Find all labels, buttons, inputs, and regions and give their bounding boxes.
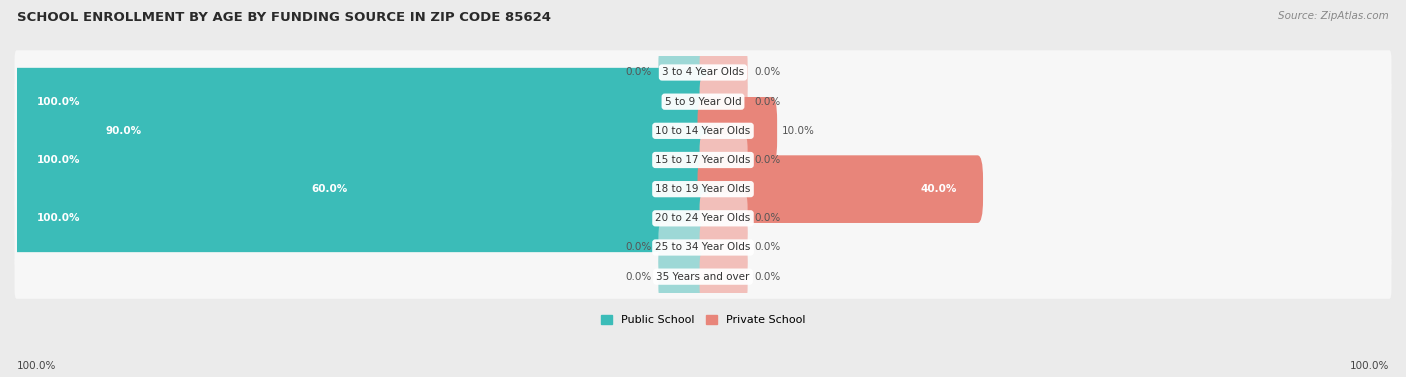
Text: 0.0%: 0.0%	[755, 242, 780, 253]
Legend: Public School, Private School: Public School, Private School	[596, 310, 810, 329]
Text: 18 to 19 Year Olds: 18 to 19 Year Olds	[655, 184, 751, 194]
Text: 100.0%: 100.0%	[37, 97, 80, 107]
Text: 0.0%: 0.0%	[755, 213, 780, 223]
FancyBboxPatch shape	[658, 48, 706, 98]
Text: 100.0%: 100.0%	[37, 155, 80, 165]
Text: 20 to 24 Year Olds: 20 to 24 Year Olds	[655, 213, 751, 223]
FancyBboxPatch shape	[80, 97, 709, 165]
FancyBboxPatch shape	[700, 193, 748, 244]
FancyBboxPatch shape	[14, 254, 1392, 299]
Text: SCHOOL ENROLLMENT BY AGE BY FUNDING SOURCE IN ZIP CODE 85624: SCHOOL ENROLLMENT BY AGE BY FUNDING SOUR…	[17, 11, 551, 24]
Text: 3 to 4 Year Olds: 3 to 4 Year Olds	[662, 67, 744, 78]
Text: 25 to 34 Year Olds: 25 to 34 Year Olds	[655, 242, 751, 253]
FancyBboxPatch shape	[700, 135, 748, 185]
FancyBboxPatch shape	[14, 167, 1392, 211]
Text: 0.0%: 0.0%	[755, 272, 780, 282]
Text: 60.0%: 60.0%	[312, 184, 349, 194]
FancyBboxPatch shape	[14, 138, 1392, 182]
FancyBboxPatch shape	[697, 97, 778, 165]
Text: 100.0%: 100.0%	[37, 213, 80, 223]
Text: 10.0%: 10.0%	[782, 126, 815, 136]
FancyBboxPatch shape	[14, 109, 1392, 153]
FancyBboxPatch shape	[11, 184, 709, 252]
Text: 0.0%: 0.0%	[755, 67, 780, 78]
FancyBboxPatch shape	[14, 225, 1392, 270]
Text: 40.0%: 40.0%	[921, 184, 957, 194]
Text: Source: ZipAtlas.com: Source: ZipAtlas.com	[1278, 11, 1389, 21]
Text: 90.0%: 90.0%	[105, 126, 142, 136]
Text: 100.0%: 100.0%	[17, 361, 56, 371]
FancyBboxPatch shape	[658, 222, 706, 273]
FancyBboxPatch shape	[697, 155, 983, 223]
FancyBboxPatch shape	[11, 68, 709, 135]
Text: 15 to 17 Year Olds: 15 to 17 Year Olds	[655, 155, 751, 165]
Text: 0.0%: 0.0%	[626, 242, 651, 253]
Text: 10 to 14 Year Olds: 10 to 14 Year Olds	[655, 126, 751, 136]
Text: 0.0%: 0.0%	[626, 67, 651, 78]
FancyBboxPatch shape	[14, 80, 1392, 124]
Text: 100.0%: 100.0%	[1350, 361, 1389, 371]
FancyBboxPatch shape	[14, 196, 1392, 241]
Text: 35 Years and over: 35 Years and over	[657, 272, 749, 282]
Text: 5 to 9 Year Old: 5 to 9 Year Old	[665, 97, 741, 107]
FancyBboxPatch shape	[700, 222, 748, 273]
FancyBboxPatch shape	[11, 126, 709, 194]
FancyBboxPatch shape	[285, 155, 709, 223]
FancyBboxPatch shape	[700, 48, 748, 98]
Text: 0.0%: 0.0%	[626, 272, 651, 282]
Text: 0.0%: 0.0%	[755, 155, 780, 165]
FancyBboxPatch shape	[14, 51, 1392, 95]
FancyBboxPatch shape	[700, 77, 748, 127]
Text: 0.0%: 0.0%	[755, 97, 780, 107]
FancyBboxPatch shape	[658, 251, 706, 302]
FancyBboxPatch shape	[700, 251, 748, 302]
